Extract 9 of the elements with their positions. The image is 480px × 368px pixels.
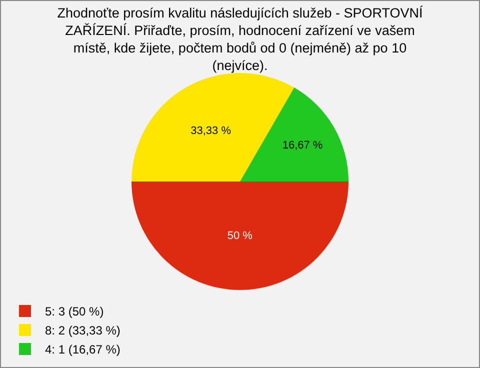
- legend-label: 4: 1 (16,67 %): [45, 342, 120, 357]
- data-label: 33,33 %: [190, 125, 232, 138]
- pie-slice: [240, 88, 348, 182]
- chart-title: Zhodnoťte prosím kvalitu následujících služeb - SPORTOVNÍ ZAŘÍZENÍ. Přiřaďte, prosím, hodnocení zařízení ve vašem místě, kde žijete, počtem bodů od 0 (nejméně) až po 10 (nejvíce).: [57, 5, 423, 74]
- legend-label: 5: 3 (50 %): [45, 304, 104, 319]
- data-label: 50 %: [227, 230, 253, 242]
- pie-slice: [132, 182, 348, 290]
- legend-label: 8: 2 (33,33 %): [45, 324, 120, 338]
- data-label: 16,67 %: [282, 139, 323, 152]
